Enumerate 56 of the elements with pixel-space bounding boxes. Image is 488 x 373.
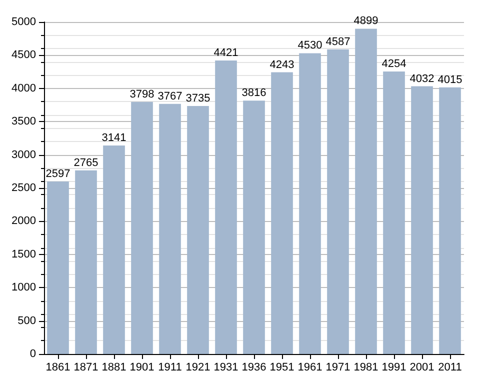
bar bbox=[103, 145, 125, 354]
data-label: 3141 bbox=[102, 132, 126, 144]
data-label: 4530 bbox=[298, 40, 322, 52]
data-label: 3735 bbox=[186, 92, 210, 104]
x-tick-label: 1951 bbox=[270, 362, 294, 373]
data-label: 2597 bbox=[46, 168, 70, 180]
y-tick-label: 2500 bbox=[12, 182, 36, 194]
data-label: 4032 bbox=[410, 72, 434, 85]
bar bbox=[439, 87, 461, 354]
x-tick-label: 1971 bbox=[326, 362, 350, 373]
x-tick-label: 2001 bbox=[410, 362, 434, 373]
bar bbox=[383, 72, 405, 354]
data-label: 4421 bbox=[214, 46, 238, 59]
bar bbox=[131, 102, 153, 354]
y-tick-label: 1500 bbox=[12, 248, 36, 260]
x-tick-label: 2011 bbox=[438, 362, 462, 373]
y-tick-label: 0 bbox=[30, 348, 36, 360]
data-label: 2765 bbox=[74, 156, 98, 169]
bar bbox=[187, 106, 209, 354]
x-tick-label: 1931 bbox=[214, 362, 238, 373]
x-tick-label: 1901 bbox=[130, 362, 154, 373]
bar bbox=[355, 28, 377, 354]
data-label: 4243 bbox=[270, 58, 294, 71]
y-tick-label: 5000 bbox=[12, 16, 36, 28]
data-label: 3767 bbox=[158, 90, 182, 102]
bar bbox=[159, 104, 181, 354]
x-tick-label: 1881 bbox=[102, 362, 126, 373]
y-tick-label: 1000 bbox=[12, 282, 36, 294]
data-label: 4899 bbox=[354, 15, 378, 28]
x-tick-label: 1961 bbox=[298, 362, 322, 373]
y-tick-label: 3500 bbox=[12, 116, 36, 128]
y-tick-label: 2000 bbox=[12, 215, 36, 228]
data-label: 3798 bbox=[130, 88, 154, 100]
bar bbox=[215, 60, 237, 354]
y-tick-label: 4000 bbox=[12, 82, 36, 94]
bar bbox=[327, 49, 349, 354]
bar bbox=[75, 170, 97, 354]
x-tick-label: 1911 bbox=[158, 362, 182, 373]
x-tick-label: 1936 bbox=[242, 362, 266, 373]
y-tick-label: 3000 bbox=[12, 148, 36, 161]
x-tick-label: 1871 bbox=[74, 362, 98, 373]
data-label: 4015 bbox=[438, 74, 462, 86]
x-tick-label: 1981 bbox=[354, 362, 378, 373]
x-tick-label: 1861 bbox=[46, 362, 70, 373]
y-tick-label: 4500 bbox=[12, 49, 36, 62]
bar bbox=[47, 182, 69, 354]
y-tick-label: 500 bbox=[18, 314, 36, 327]
bar bbox=[243, 100, 265, 354]
data-label: 4587 bbox=[326, 36, 350, 48]
bar bbox=[271, 72, 293, 354]
x-tick-label: 1991 bbox=[382, 362, 406, 373]
data-label: 3816 bbox=[242, 87, 266, 100]
bar bbox=[411, 86, 433, 354]
bar bbox=[299, 53, 321, 354]
data-label: 4254 bbox=[382, 58, 406, 70]
x-tick-label: 1921 bbox=[186, 362, 210, 373]
